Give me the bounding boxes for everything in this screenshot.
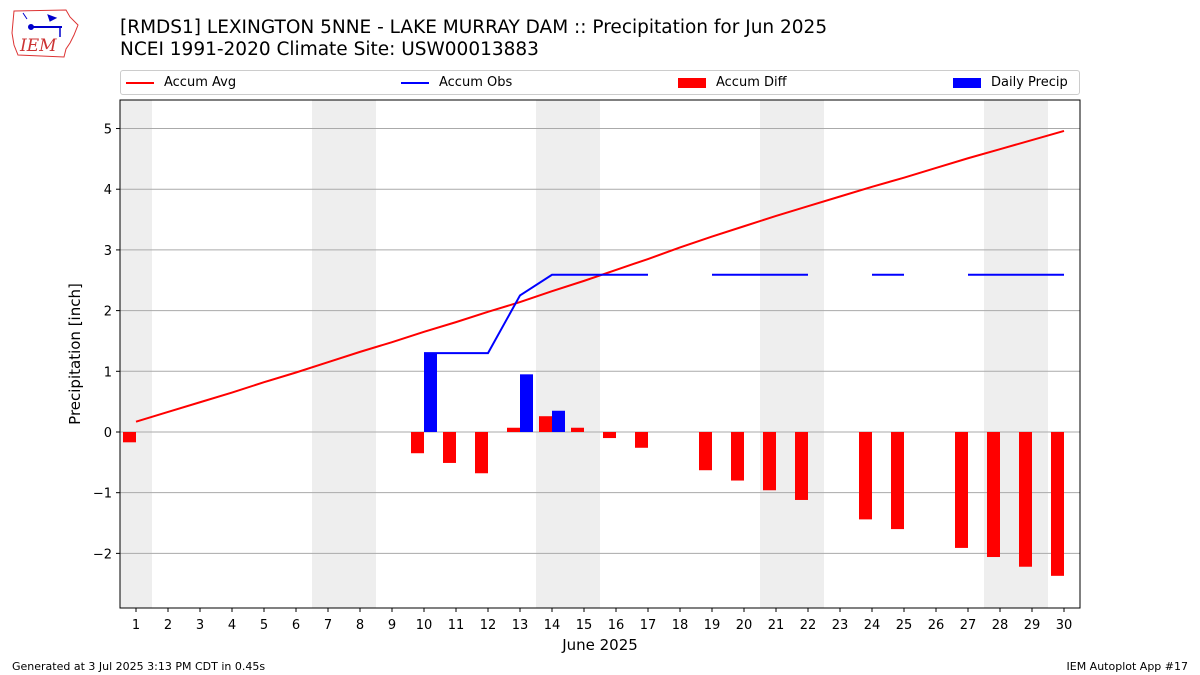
accum-diff-bar <box>859 431 872 520</box>
weekend-shade <box>312 100 344 608</box>
y-tick-label: 2 <box>104 305 112 320</box>
x-tick-label: 24 <box>864 618 881 633</box>
chart-title: [RMDS1] LEXINGTON 5NNE - LAKE MURRAY DAM… <box>120 17 828 38</box>
accum-diff-bar <box>603 431 616 439</box>
accum-diff-bar <box>1051 431 1064 576</box>
legend-label-accum-diff: Accum Diff <box>716 75 787 90</box>
chart-subtitle: NCEI 1991-2020 Climate Site: USW00013883 <box>120 39 539 60</box>
x-tick-label: 5 <box>260 618 268 633</box>
x-tick-label: 23 <box>832 618 849 633</box>
x-tick-label: 2 <box>164 618 172 633</box>
x-tick-label: 12 <box>480 618 497 633</box>
accum-diff-bar <box>443 431 456 463</box>
weekend-shade <box>760 100 792 608</box>
iowa-outline-icon <box>11 9 79 58</box>
iem-logo: IEM <box>11 9 79 58</box>
accum-diff-bar <box>475 431 488 474</box>
x-tick-label: 3 <box>196 618 204 633</box>
generated-timestamp: Generated at 3 Jul 2025 3:13 PM CDT in 0… <box>12 660 266 673</box>
x-tick-label: 25 <box>896 618 913 633</box>
y-tick-label: −1 <box>93 487 112 502</box>
x-tick-label: 1 <box>132 618 140 633</box>
y-tick-label: 5 <box>104 123 112 138</box>
weekend-shade <box>120 100 152 608</box>
daily-precip-bar <box>520 374 533 432</box>
daily-precip-bar <box>424 353 437 432</box>
legend-item-daily-precip: Daily Precip <box>953 74 1068 92</box>
x-tick-label: 7 <box>324 618 332 633</box>
legend-swatch-daily-precip <box>953 77 981 88</box>
x-tick-label: 30 <box>1056 618 1073 633</box>
accum-diff-bar <box>731 431 744 481</box>
legend-label-daily-precip: Daily Precip <box>991 75 1068 90</box>
accum-diff-bar <box>699 431 712 471</box>
legend-label-accum-obs: Accum Obs <box>439 75 513 90</box>
x-tick-label: 11 <box>448 618 465 633</box>
weekend-shade <box>536 100 568 608</box>
y-tick-label: −2 <box>93 547 112 562</box>
x-tick-label: 14 <box>544 618 561 633</box>
legend-swatch-accum-obs <box>401 81 429 84</box>
x-tick-label: 13 <box>512 618 529 633</box>
x-tick-label: 21 <box>768 618 785 633</box>
x-tick-label: 6 <box>292 618 300 633</box>
x-tick-label: 22 <box>800 618 817 633</box>
legend-item-accum-diff: Accum Diff <box>678 74 787 92</box>
weekend-shade <box>792 100 824 608</box>
accum-obs-line <box>424 273 648 355</box>
accum-diff-bar <box>123 431 136 443</box>
x-tick-label: 17 <box>640 618 657 633</box>
y-tick-label: 0 <box>104 426 112 441</box>
accum-diff-bar <box>795 431 808 500</box>
legend-item-accum-avg: Accum Avg <box>126 74 236 92</box>
accum-diff-bar <box>507 427 520 432</box>
accum-diff-bar <box>891 431 904 530</box>
legend-item-accum-obs: Accum Obs <box>401 74 512 92</box>
daily-precip-bar <box>552 410 565 432</box>
x-tick-label: 26 <box>928 618 945 633</box>
x-tick-label: 16 <box>608 618 625 633</box>
accum-diff-bar <box>1019 431 1032 567</box>
legend-swatch-accum-diff <box>678 77 706 88</box>
chart-legend: Accum Avg Accum Obs Accum Diff Daily Pre… <box>120 70 1080 95</box>
y-tick-label: 1 <box>104 365 112 380</box>
x-tick-label: 4 <box>228 618 236 633</box>
x-tick-label: 9 <box>388 618 396 633</box>
weekend-shade <box>344 100 376 608</box>
weekend-shade <box>568 100 600 608</box>
plot-frame <box>119 99 1081 609</box>
x-tick-label: 29 <box>1024 618 1041 633</box>
accum-diff-bar <box>411 431 424 454</box>
legend-swatch-accum-avg <box>126 81 154 84</box>
x-tick-label: 27 <box>960 618 977 633</box>
accum-diff-bar <box>763 431 776 491</box>
logo-text: IEM <box>19 36 57 56</box>
x-tick-label: 18 <box>672 618 689 633</box>
accum-diff-bar <box>571 427 584 432</box>
x-tick-label: 28 <box>992 618 1009 633</box>
accum-diff-bar <box>955 431 968 548</box>
x-tick-label: 19 <box>704 618 721 633</box>
weather-station-icon <box>22 12 62 37</box>
app-credit: IEM Autoplot App #17 <box>1066 660 1189 673</box>
x-tick-label: 15 <box>576 618 593 633</box>
x-tick-label: 20 <box>736 618 753 633</box>
y-axis-label: Precipitation [inch] <box>66 283 84 425</box>
x-axis-label: June 2025 <box>561 636 638 654</box>
y-tick-label: 3 <box>104 244 112 259</box>
x-tick-label: 10 <box>416 618 433 633</box>
accum-diff-bar <box>987 431 1000 558</box>
legend-label-accum-avg: Accum Avg <box>164 75 237 90</box>
accum-diff-bar <box>635 431 648 448</box>
accum-diff-bar <box>539 416 552 432</box>
y-tick-label: 4 <box>104 183 112 198</box>
x-tick-label: 8 <box>356 618 364 633</box>
